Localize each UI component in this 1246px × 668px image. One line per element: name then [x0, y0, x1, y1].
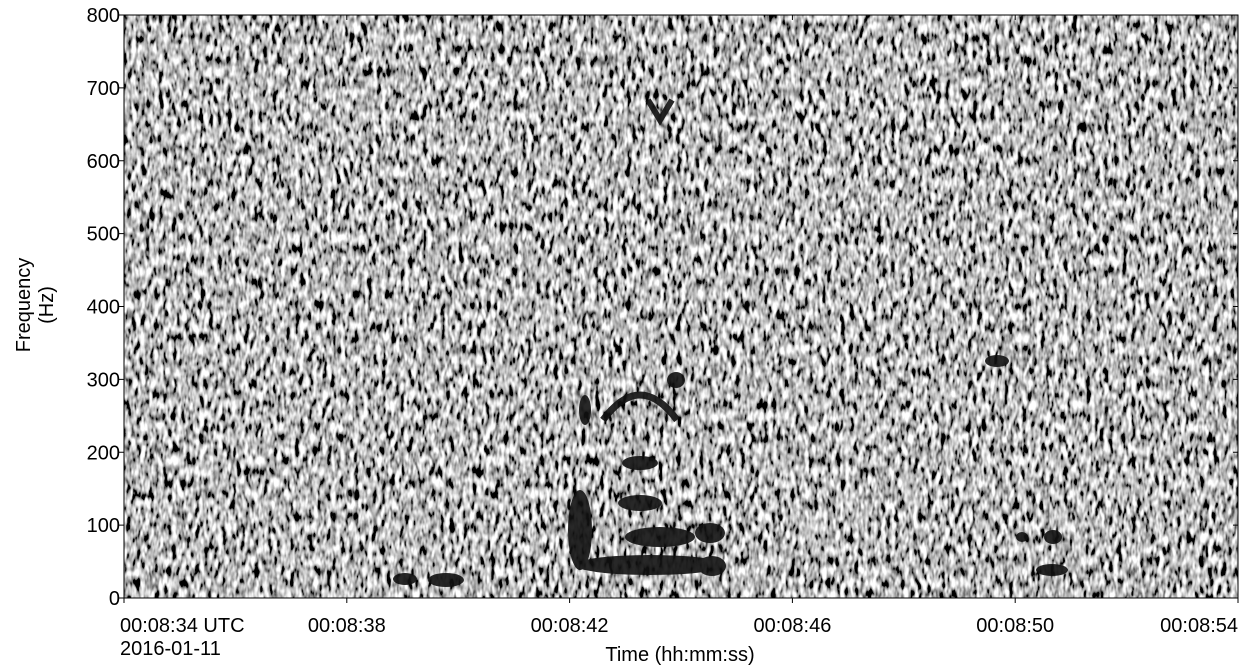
y-tick-label: 300 — [87, 369, 120, 391]
x-tick-label: 00:08:50 — [976, 615, 1054, 637]
x-tick-label: 00:08:42 — [531, 615, 609, 637]
y-tick-label: 100 — [87, 515, 120, 537]
y-tick-label: 800 — [87, 5, 120, 27]
x-tick-label: 00:08:38 — [308, 615, 386, 637]
y-axis-label: Frequency — [13, 258, 35, 353]
x-tick-label: 00:08:54 — [1160, 615, 1238, 637]
x-axis-label: Time (hh:mm:ss) — [605, 644, 754, 666]
y-tick-label: 0 — [109, 588, 120, 610]
spectrogram — [124, 15, 1238, 598]
y-tick-label: 200 — [87, 442, 120, 464]
y-tick-label: 600 — [87, 151, 120, 173]
y-axis-label: (Hz) — [36, 286, 58, 324]
x-tick-label: 00:08:34 UTC — [120, 615, 245, 637]
x-date-label: 2016-01-11 — [120, 638, 221, 660]
x-tick-label: 00:08:46 — [753, 615, 831, 637]
spectrogram-features — [393, 98, 1068, 587]
y-tick-label: 700 — [87, 78, 120, 100]
spectrogram-noise — [124, 15, 1238, 598]
y-tick-label: 400 — [87, 297, 120, 319]
y-tick-label: 500 — [87, 224, 120, 246]
